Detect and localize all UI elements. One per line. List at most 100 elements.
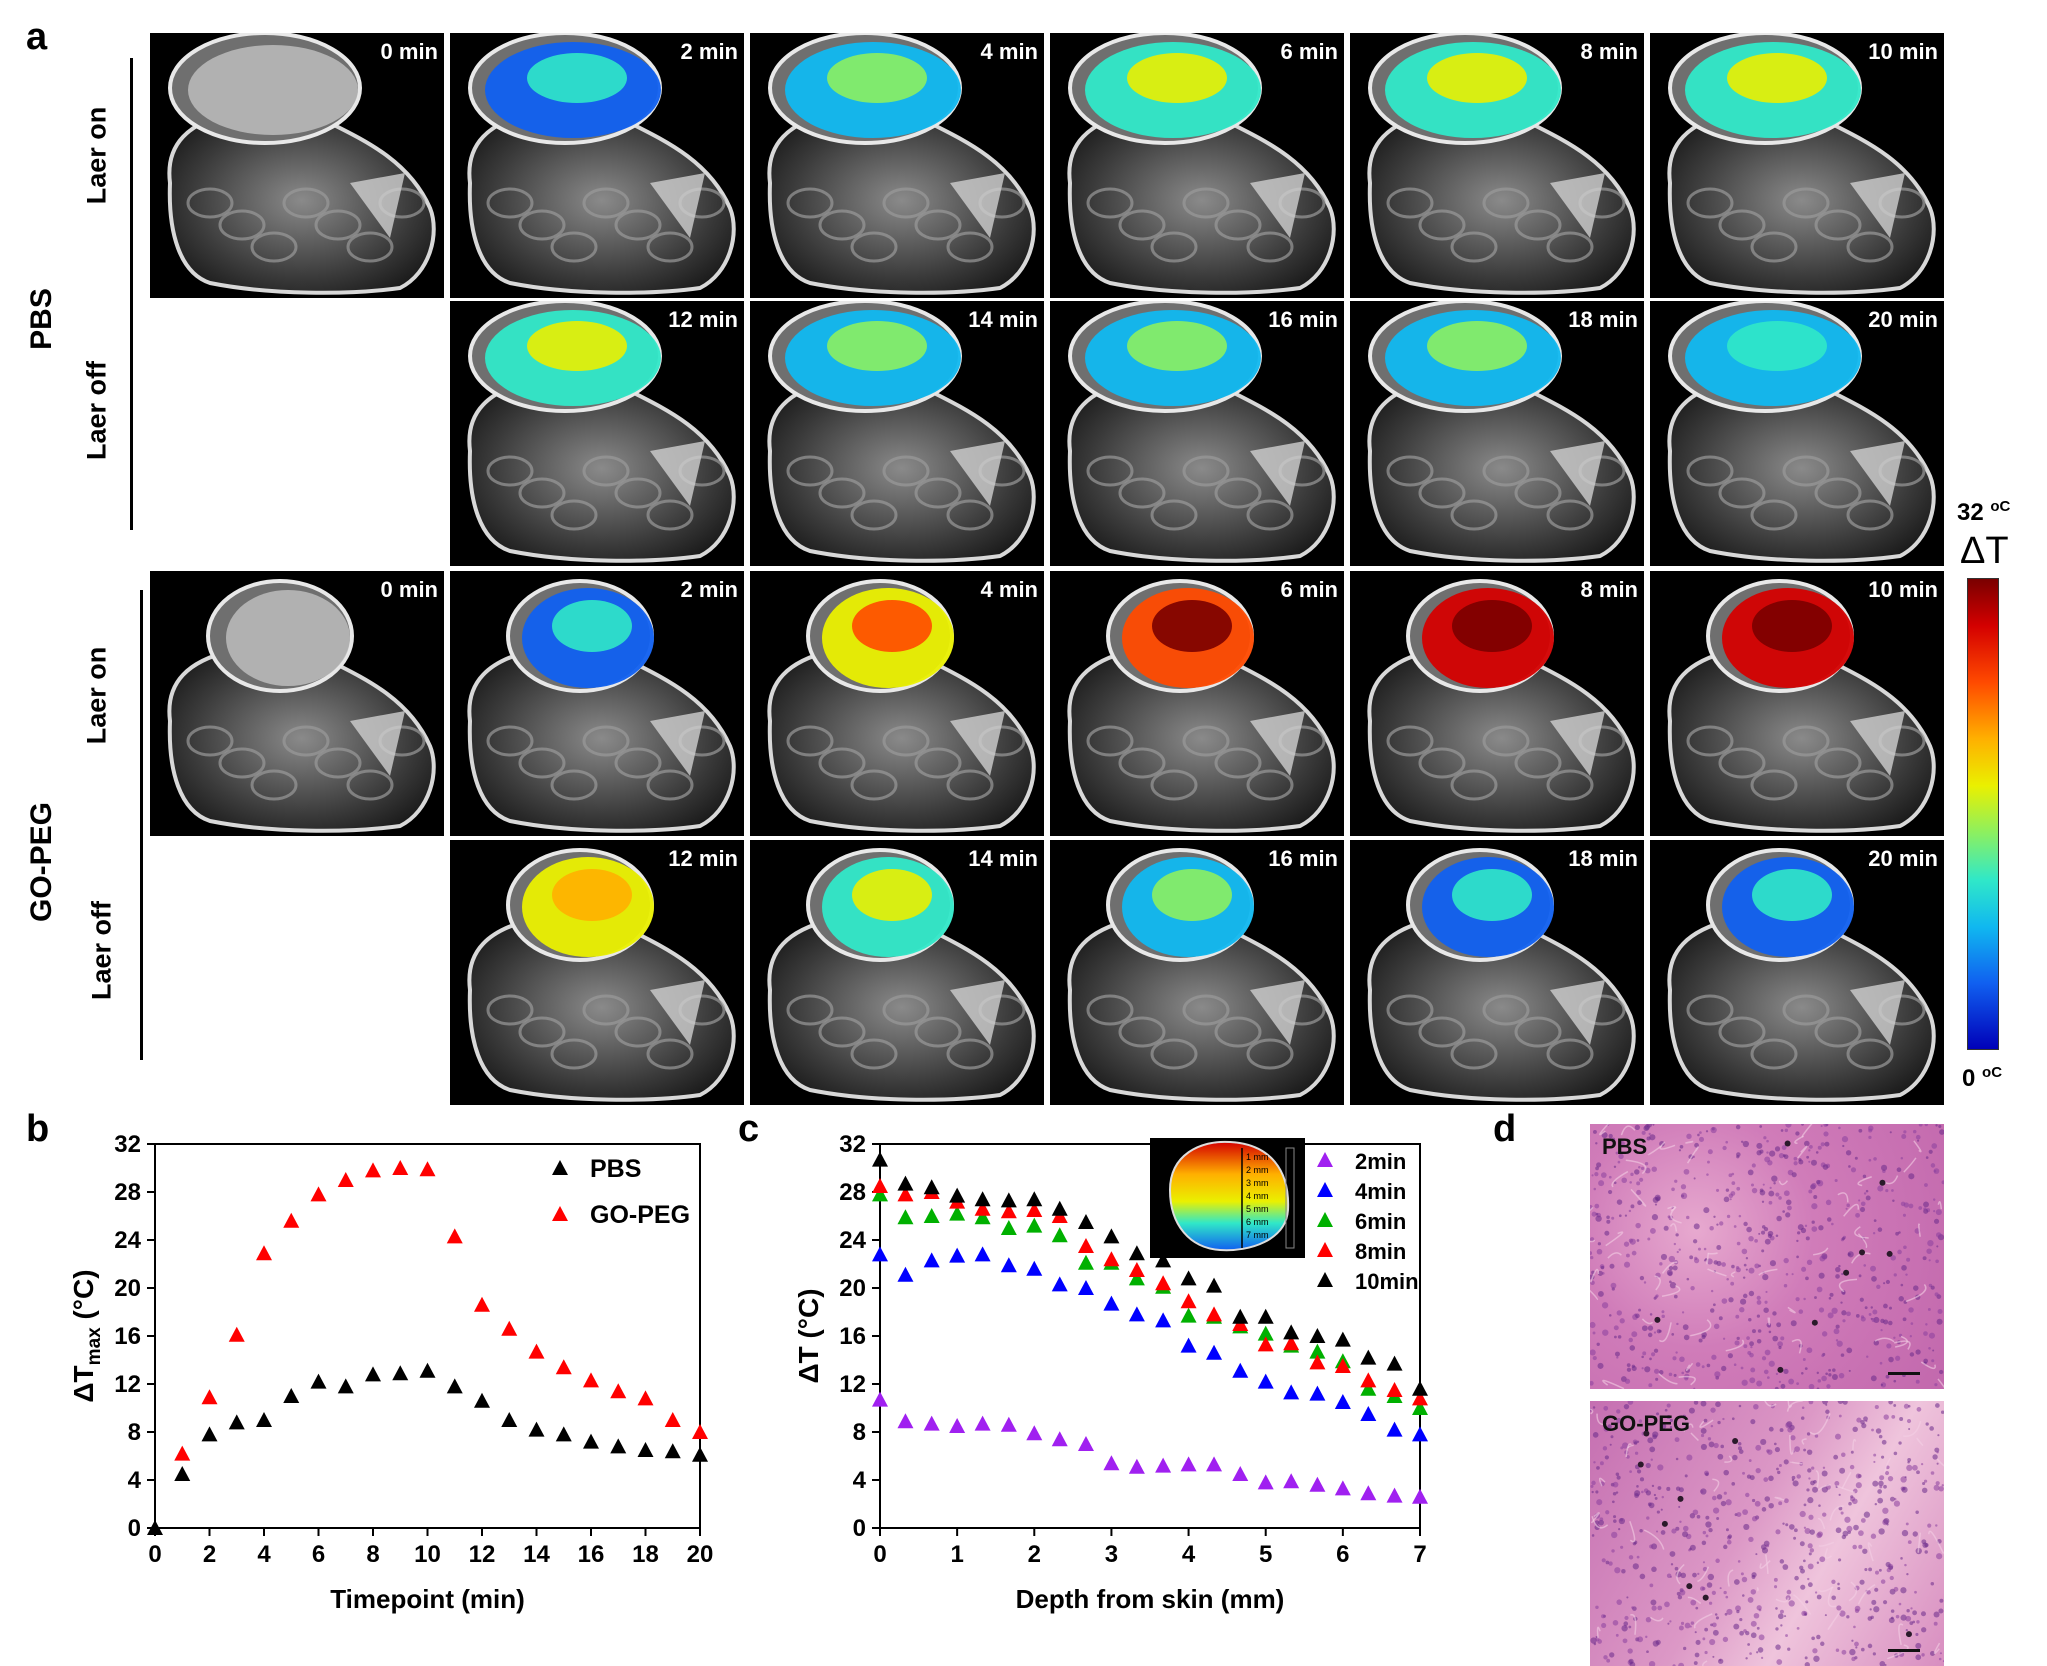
data-point-10min [897,1175,914,1191]
data-point-8min [1386,1382,1403,1397]
mri-slice-drawing [467,33,736,295]
inset-depth-map: 1 mm 2 mm 3 mm 4 mm 5 mm 6 mm 7 mm [1150,1138,1305,1258]
data-point-4min [1051,1276,1068,1292]
data-point-go-peg [392,1160,409,1175]
mri-slice-drawing [767,33,1036,295]
data-point-pbs [283,1388,300,1403]
time-label: 18 min [1568,307,1638,332]
data-point-10min [923,1179,940,1195]
data-point-8min [1103,1251,1120,1267]
data-point-4min [1103,1295,1120,1311]
data-point-go-peg [610,1383,627,1399]
data-point-6min [1257,1325,1274,1341]
x-tick-label: 14 [523,1541,550,1568]
data-point-10min [1309,1328,1326,1343]
data-point-8min [1309,1354,1326,1370]
data-point-pbs [147,1520,163,1535]
mri-tile-gopeg-2-min: 2 min [450,571,744,836]
data-point-10min [1077,1214,1094,1229]
colorbar-max-unit: oC [1990,498,2011,515]
mri-tile-pbs-14-min: 14 min [750,301,1044,566]
mri-slice-drawing [167,579,436,833]
mri-tile-pbs-6-min: 6 min [1050,33,1344,298]
data-point-go-peg [528,1343,545,1359]
data-point-4min [1180,1337,1197,1353]
legend-marker [552,1206,568,1221]
group-label-go-peg: GO-PEG [25,802,58,923]
mri-tile-gopeg-20-min: 20 min [1650,840,1944,1105]
data-point-pbs [365,1366,381,1382]
legend-marker [1317,1242,1333,1257]
histology-image-go-peg: GO-PEG [1590,1401,1944,1666]
x-tick-label: 10 [414,1541,441,1568]
x-tick-label: 0 [873,1541,886,1568]
panel-label-b: b [26,1108,50,1150]
y-tick-label: 0 [853,1515,866,1542]
data-point-2min [1077,1436,1094,1451]
mri-slice-drawing [1067,848,1336,1102]
mri-tile-pbs-8-min: 8 min [1350,33,1644,298]
data-point-8min [1000,1203,1017,1219]
data-point-6min [1180,1307,1197,1323]
time-label: 10 min [1868,39,1938,64]
mri-tile-pbs-20-min: 20 min [1650,301,1944,566]
mri-slice-drawing [767,579,1036,833]
data-point-4min [1232,1362,1249,1378]
mri-slice-drawing [467,301,736,563]
time-label: 20 min [1868,846,1938,871]
mri-slice-drawing [467,579,736,833]
data-point-10min [1412,1380,1428,1396]
data-point-4min [1128,1306,1145,1322]
legend-marker [1317,1152,1333,1167]
data-point-4min [1283,1384,1300,1400]
legend-marker [1317,1272,1333,1287]
data-point-4min [1334,1394,1351,1409]
time-label: 20 min [1868,307,1938,332]
y-tick-label: 8 [853,1419,866,1446]
data-point-4min [1386,1421,1403,1437]
data-point-pbs [474,1392,490,1408]
data-point-4min [949,1247,966,1263]
mri-slice-drawing [767,848,1036,1102]
y-tick-label: 20 [839,1275,866,1302]
data-point-go-peg [474,1296,490,1312]
colorbar-min-value: 0 [1962,1065,1976,1092]
histology-label-go-peg: GO-PEG [1602,1411,1691,1436]
colorbar-title: ΔT [1960,530,2009,572]
data-point-pbs [201,1426,218,1442]
inset-depth-label: 2 mm [1246,1165,1269,1175]
x-axis-label: Timepoint (min) [330,1584,525,1614]
colorbar-min-label: 0 oC [1962,1064,2002,1093]
legend-label: 10min [1355,1269,1419,1294]
x-axis-label: Depth from skin (mm) [1016,1584,1285,1614]
time-label: 14 min [968,307,1038,332]
y-tick-label: 4 [853,1467,867,1494]
data-point-pbs [419,1362,436,1378]
group-divider-pbs [130,58,133,530]
y-tick-label: 28 [839,1179,866,1206]
data-point-6min [974,1209,991,1225]
data-point-2min [1232,1466,1249,1481]
time-label: 0 min [380,577,438,602]
data-point-go-peg [501,1320,518,1336]
scale-bar-pbs [1888,1372,1920,1375]
data-point-6min [1309,1343,1326,1359]
data-point-4min [1309,1385,1326,1401]
data-point-pbs [555,1426,572,1442]
mri-slice-drawing [1667,848,1936,1102]
data-point-pbs [256,1412,272,1427]
x-tick-label: 12 [469,1541,496,1568]
data-point-6min [1360,1380,1377,1396]
y-tick-label: 8 [128,1419,141,1446]
data-point-go-peg [283,1212,300,1228]
data-point-2min [1257,1474,1274,1490]
inset-depth-label: 3 mm [1246,1178,1269,1188]
x-tick-label: 7 [1413,1541,1426,1568]
data-point-4min [974,1246,991,1262]
data-point-10min [1026,1191,1043,1207]
time-label: 0 min [380,39,438,64]
data-point-pbs [583,1433,599,1449]
legend-marker [1317,1182,1333,1197]
data-point-6min [1412,1400,1428,1415]
